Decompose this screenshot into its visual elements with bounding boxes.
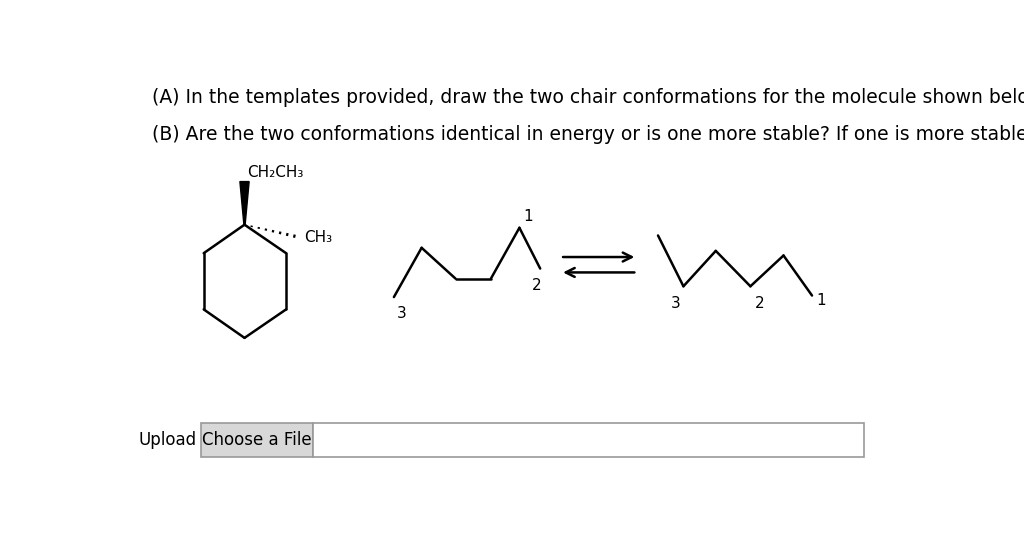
Text: (A) In the templates provided, draw the two chair conformations for the molecule: (A) In the templates provided, draw the … [153, 87, 1024, 106]
FancyBboxPatch shape [313, 423, 863, 457]
Text: Upload: Upload [138, 431, 197, 449]
Polygon shape [240, 182, 249, 224]
Text: 1: 1 [523, 209, 532, 224]
Text: 3: 3 [396, 306, 407, 321]
Text: CH₃: CH₃ [304, 230, 333, 245]
Text: Choose a File: Choose a File [203, 431, 312, 449]
Text: 3: 3 [671, 296, 681, 311]
Text: CH₂CH₃: CH₂CH₃ [248, 165, 304, 180]
FancyBboxPatch shape [202, 423, 313, 457]
Text: 1: 1 [816, 292, 826, 307]
Text: 2: 2 [531, 278, 541, 293]
Text: (B) Are the two conformations identical in energy or is one more stable? If one : (B) Are the two conformations identical … [153, 125, 1024, 144]
Text: 2: 2 [755, 296, 765, 311]
